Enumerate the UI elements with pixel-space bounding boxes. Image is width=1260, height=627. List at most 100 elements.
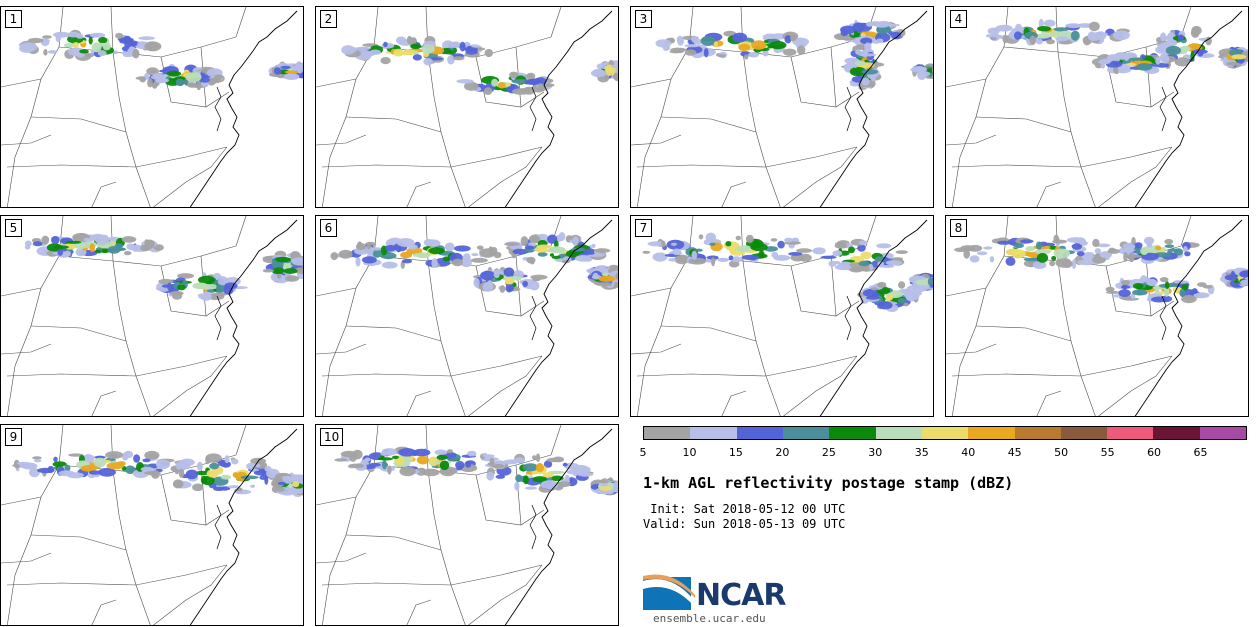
state-boundary: [316, 496, 357, 506]
state-boundary: [316, 552, 367, 564]
reflectivity-echo: [1105, 275, 1215, 304]
state-boundary: [865, 216, 877, 247]
state-boundary: [783, 146, 858, 207]
state-boundary: [1, 287, 42, 297]
state-boundary: [1055, 7, 1096, 207]
ensemble-member-panel[interactable]: 7: [630, 215, 934, 417]
product-title: 1-km AGL reflectivity postage stamp (dBZ…: [643, 474, 1014, 492]
state-boundary: [91, 181, 117, 207]
ensemble-member-panel[interactable]: 10: [315, 424, 619, 626]
state-boundary: [30, 116, 127, 133]
state-boundary: [550, 425, 562, 456]
state-boundary: [1, 343, 52, 355]
state-boundary: [321, 146, 543, 168]
state-boundary: [783, 355, 858, 416]
ensemble-member-panel[interactable]: 6: [315, 215, 619, 417]
state-boundary: [1098, 355, 1173, 416]
member-number-label: 5: [5, 219, 22, 237]
coastline: [819, 219, 928, 416]
bay-coastline: [529, 86, 537, 132]
colorbar-segment: [968, 427, 1015, 439]
reflectivity-echo: [1218, 46, 1248, 69]
ensemble-member-panel[interactable]: 4: [945, 6, 1249, 208]
bay-coastline: [529, 295, 537, 341]
reflectivity-map: [1, 7, 303, 207]
state-boundary: [631, 287, 672, 297]
state-boundary: [153, 146, 228, 207]
reflectivity-echo: [910, 63, 933, 81]
state-boundary: [321, 564, 543, 586]
colorbar-segment: [829, 427, 876, 439]
state-boundary: [975, 116, 1072, 133]
reflectivity-map: [631, 7, 933, 207]
state-boundary: [550, 7, 562, 38]
ensemble-member-panel[interactable]: 2: [315, 6, 619, 208]
state-boundary: [946, 343, 997, 355]
colorbar-tick-label: 5: [639, 446, 647, 459]
reflectivity-colorbar: [643, 426, 1247, 440]
bay-coastline: [529, 504, 537, 550]
state-boundary: [790, 56, 860, 108]
member-number-label: 1: [5, 10, 22, 28]
ensemble-member-panel[interactable]: 8: [945, 215, 1249, 417]
reflectivity-echo: [820, 238, 908, 273]
ensemble-member-panel[interactable]: 5: [0, 215, 304, 417]
reflectivity-echo: [156, 272, 248, 301]
coastline: [504, 219, 613, 416]
member-number-label: 8: [950, 219, 967, 237]
reflectivity-echo: [1220, 267, 1248, 289]
colorbar-tick-label: 30: [868, 446, 883, 459]
ensemble-member-panel[interactable]: 3: [630, 6, 934, 208]
member-number-label: 7: [635, 219, 652, 237]
ncar-wordmark: NCAR: [696, 578, 786, 613]
state-boundary: [468, 564, 543, 625]
member-number-label: 10: [320, 428, 344, 446]
member-number-label: 6: [320, 219, 337, 237]
init-time: Init: Sat 2018-05-12 00 UTC: [643, 502, 846, 516]
state-boundary: [660, 325, 757, 342]
reflectivity-echo: [268, 61, 303, 80]
coastline: [1134, 10, 1243, 207]
state-boundary: [1, 552, 52, 564]
reflectivity-echo: [172, 453, 284, 495]
reflectivity-echo: [456, 71, 555, 95]
state-boundary: [1, 496, 42, 506]
colorbar-segment: [690, 427, 737, 439]
state-boundary: [721, 390, 747, 416]
reflectivity-echo: [330, 237, 502, 269]
reflectivity-echo: [1107, 236, 1200, 264]
reflectivity-echo: [1155, 25, 1215, 67]
colorbar-segment: [1153, 427, 1200, 439]
state-boundary: [160, 474, 230, 526]
site-url[interactable]: ensemble.ucar.edu: [653, 612, 766, 625]
colorbar-tick-label: 65: [1193, 446, 1208, 459]
member-number-label: 4: [950, 10, 967, 28]
reflectivity-echo: [841, 42, 885, 91]
state-boundary: [7, 425, 64, 625]
state-boundary: [7, 7, 64, 207]
colorbar-segment: [644, 427, 691, 439]
reflectivity-echo: [833, 19, 906, 47]
coastline: [504, 10, 613, 207]
state-boundary: [468, 355, 543, 416]
state-boundary: [1, 134, 52, 146]
state-boundary: [91, 390, 117, 416]
state-boundary: [631, 134, 682, 146]
colorbar-tick-label: 15: [728, 446, 743, 459]
state-boundary: [322, 7, 379, 207]
reflectivity-echo: [271, 472, 303, 497]
reflectivity-map: [631, 216, 933, 416]
reflectivity-echo: [985, 18, 1130, 46]
colorbar-tick-label: 40: [961, 446, 976, 459]
ensemble-member-panel[interactable]: 1: [0, 6, 304, 208]
reflectivity-echo: [590, 59, 618, 83]
state-boundary: [235, 7, 247, 38]
bay-coastline: [1159, 295, 1167, 341]
state-boundary: [406, 181, 432, 207]
state-boundary: [91, 599, 117, 625]
bay-coastline: [214, 295, 222, 341]
state-boundary: [515, 255, 522, 317]
state-boundary: [721, 181, 747, 207]
state-boundary: [946, 287, 987, 297]
ensemble-member-panel[interactable]: 9: [0, 424, 304, 626]
